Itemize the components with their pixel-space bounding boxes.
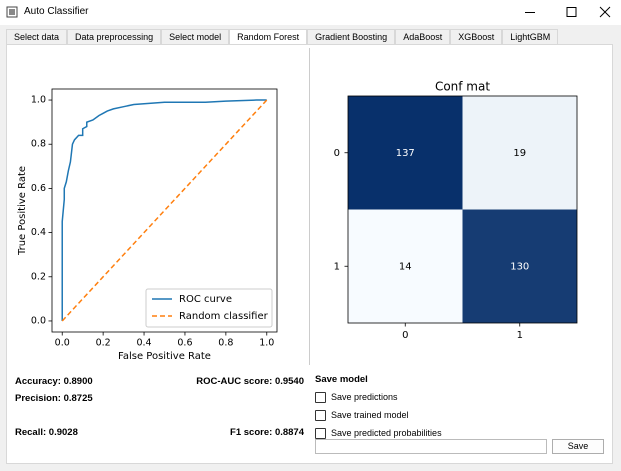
y-tick-label: 1.0 bbox=[31, 95, 46, 106]
roc-line bbox=[61, 99, 267, 321]
metric: ROC-AUC score: 0.9540 bbox=[196, 376, 304, 387]
x-axis-label: False Positive Rate bbox=[118, 351, 211, 362]
tab[interactable]: Select model bbox=[161, 29, 230, 45]
y-tick-label: 0.0 bbox=[31, 315, 46, 326]
save-title: Save model bbox=[315, 374, 368, 385]
save-button[interactable]: Save bbox=[552, 439, 604, 454]
y-tick-label: 0.8 bbox=[31, 139, 46, 150]
heatmap-cell bbox=[348, 96, 463, 210]
title-bar: Auto Classifier bbox=[0, 0, 621, 25]
save-panel: Save model Save predictions Save trained … bbox=[315, 374, 605, 454]
y-tick-label: 1 bbox=[334, 261, 340, 272]
tab[interactable]: Data preprocessing bbox=[67, 29, 162, 45]
metric-value: 0.8874 bbox=[274, 427, 304, 438]
checkbox-option[interactable]: Save trained model bbox=[315, 408, 605, 422]
legend-box bbox=[145, 288, 273, 328]
x-tick-label: 0.8 bbox=[218, 338, 233, 349]
roc-chart: 0.0 0.2 0.4 0.6 0.8 1.0 0.0 0.2 0.4 0.6 0.8 1.0 Fals… bbox=[14, 48, 305, 365]
metric-label: ROC-AUC score: bbox=[196, 376, 273, 387]
heatmap-cell bbox=[348, 209, 463, 323]
metric-value: 0.8725 bbox=[63, 393, 93, 404]
splitter bbox=[309, 48, 310, 365]
heatmap-cell bbox=[462, 209, 577, 323]
y-axis-label: True Positive Rate bbox=[17, 166, 28, 256]
x-tick-label: 0.0 bbox=[55, 338, 70, 349]
legend-label: ROC curve bbox=[179, 294, 232, 305]
y-tick-label: 0.6 bbox=[31, 183, 46, 194]
metric-value: 0.8900 bbox=[63, 376, 93, 387]
cell-label: 130 bbox=[510, 261, 529, 272]
metric-label: Recall: bbox=[15, 427, 47, 438]
tab[interactable]: Random Forest bbox=[229, 29, 308, 45]
x-tick-label: 0.4 bbox=[136, 338, 151, 349]
tab[interactable]: Select data bbox=[6, 29, 68, 45]
x-tick-label: 0.2 bbox=[96, 338, 111, 349]
metric: Accuracy: 0.8900 bbox=[15, 376, 93, 387]
heatmap-cell bbox=[462, 96, 577, 210]
y-tick-label: 0 bbox=[334, 148, 340, 159]
checkbox-label: Save predicted probabilities bbox=[331, 428, 442, 438]
window-title: Auto Classifier bbox=[24, 6, 89, 17]
tab-bar: Select data Data preprocessing Select mode… bbox=[6, 29, 559, 45]
tab[interactable]: XGBoost bbox=[450, 29, 503, 45]
checkbox-option[interactable]: Save predicted probabilities bbox=[315, 426, 605, 440]
metric-label: Accuracy: bbox=[15, 376, 61, 387]
x-tick-label: 0.6 bbox=[177, 338, 192, 349]
y-tick-label: 0.2 bbox=[31, 271, 46, 282]
checkbox-option[interactable]: Save predictions bbox=[315, 390, 605, 404]
tab[interactable]: LightGBM bbox=[502, 29, 559, 45]
metric: Recall: 0.9028 bbox=[15, 427, 78, 438]
confusion-matrix: Conf mat 137 19 14 130 0 1 0 1 bbox=[312, 48, 604, 365]
tab[interactable]: Gradient Boosting bbox=[307, 29, 396, 45]
checkbox[interactable] bbox=[315, 409, 326, 421]
metric-value: 0.9540 bbox=[274, 376, 304, 387]
tab[interactable]: AdaBoost bbox=[395, 29, 451, 45]
checkbox-label: Save predictions bbox=[331, 392, 398, 402]
cell-label: 19 bbox=[513, 148, 526, 159]
cell-label: 14 bbox=[399, 261, 412, 272]
x-tick-label: 0 bbox=[402, 330, 408, 341]
metric-label: Precision: bbox=[15, 393, 61, 404]
app-icon bbox=[6, 6, 18, 18]
roc-line bbox=[61, 99, 268, 322]
metric-value: 0.9028 bbox=[48, 427, 78, 438]
checkbox[interactable] bbox=[315, 391, 326, 403]
plot-frame bbox=[347, 95, 578, 324]
legend-label: Random classifier bbox=[179, 311, 269, 322]
chart-title: Conf mat bbox=[435, 80, 490, 94]
x-tick-label: 1.0 bbox=[259, 338, 274, 349]
cell-label: 137 bbox=[396, 148, 415, 159]
metric: Precision: 0.8725 bbox=[15, 393, 93, 404]
y-tick-label: 0.4 bbox=[31, 227, 46, 238]
checkbox[interactable] bbox=[315, 427, 326, 439]
checkbox-label: Save trained model bbox=[331, 410, 409, 420]
metric: F1 score: 0.8874 bbox=[230, 427, 304, 438]
path-input[interactable] bbox=[315, 439, 547, 454]
x-tick-label: 1 bbox=[517, 330, 523, 341]
metric-label: F1 score: bbox=[230, 427, 273, 438]
plot-frame bbox=[51, 88, 278, 333]
window-controls[interactable] bbox=[520, 0, 620, 25]
